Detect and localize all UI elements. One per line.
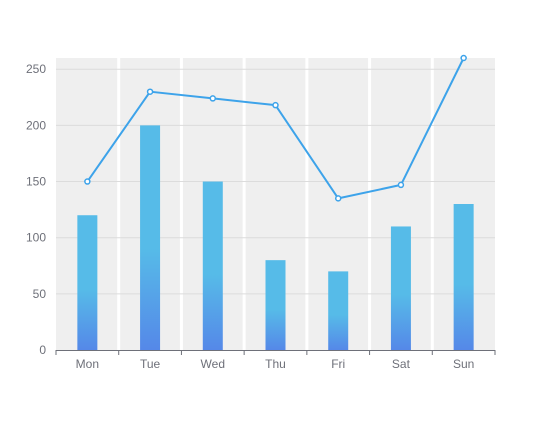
bar [265,260,286,350]
x-tick-label: Mon [76,357,99,371]
line-point [209,95,217,102]
y-tick-label: 150 [26,175,46,189]
bar [453,204,474,350]
axes: 0 50 100 150 200 250 Mon Tue Wed Thu Fri Sat Sun [26,62,496,371]
bar [140,125,161,350]
bar [390,226,411,350]
y-tick-label: 100 [26,231,46,245]
line-point [272,101,279,109]
line-point [84,178,91,185]
line-point [397,181,405,189]
x-tick-label: Wed [201,357,225,371]
bar [328,271,349,350]
x-tick-label: Sat [392,357,411,371]
bar [202,181,223,350]
x-tick-label: Fri [331,357,345,371]
gridlines [56,68,495,295]
line-point [460,54,467,62]
bar-series [77,125,474,350]
y-tick-label: 50 [33,287,47,301]
line-point [334,195,342,202]
line-point [146,88,154,95]
y-tick-label: 0 [39,343,46,357]
y-tick-label: 250 [26,62,46,76]
line-series [84,54,467,202]
x-tick-label: Sun [453,357,474,371]
x-tick-label: Tue [140,357,161,371]
x-tick-label: Thu [265,357,286,371]
y-tick-label: 200 [26,118,46,132]
bar [77,215,98,350]
